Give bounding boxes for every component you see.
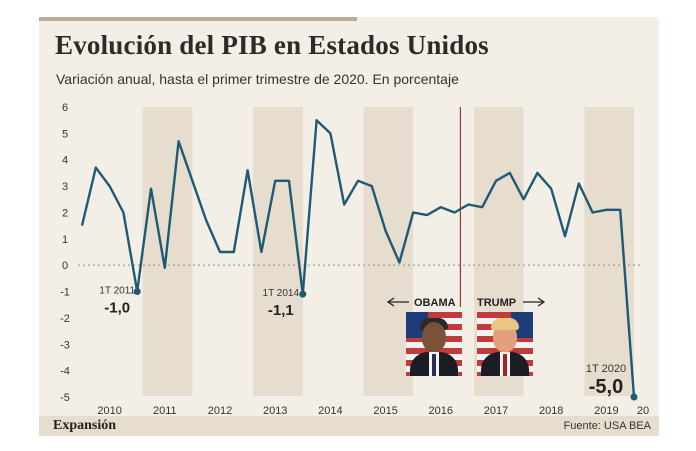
annotated-point (133, 288, 141, 296)
annotation-value: -1,1 (268, 302, 294, 319)
y-tick-label: -5 (60, 392, 70, 404)
annotated-point (299, 290, 307, 298)
chart-title: Evolución del PIB en Estados Unidos (55, 30, 489, 60)
x-tick-label: 2012 (208, 405, 232, 416)
y-tick-label: -3 (60, 339, 70, 351)
annotation-period: 1T 2011 (99, 286, 135, 297)
obama-photo (406, 312, 462, 376)
source-note: Fuente: USA BEA (563, 420, 651, 432)
left-arrow-icon (386, 297, 409, 307)
x-tick-label: 2013 (263, 405, 287, 416)
x-tick-label: 2011 (153, 405, 177, 416)
presidency-labels: OBAMA TRUMP (386, 297, 546, 309)
chart-subtitle: Variación anual, hasta el primer trimest… (56, 71, 459, 87)
annotation-value: -5,0 (589, 376, 623, 398)
y-tick-label: -4 (60, 366, 70, 378)
year-band (584, 107, 634, 396)
year-band (363, 107, 414, 396)
chart-panel: Evolución del PIB en Estados Unidos Vari… (39, 17, 659, 436)
x-tick-label: 2019 (594, 405, 618, 416)
annotated-point (630, 393, 638, 401)
annotation-value: -1,0 (104, 300, 130, 317)
top-accent-bar (39, 17, 357, 21)
y-tick-label: 5 (62, 128, 68, 140)
y-tick-label: 0 (62, 260, 68, 272)
trump-photo (477, 312, 533, 376)
y-tick-label: 3 (62, 181, 68, 193)
annotations: 1T 2011 -1,0 1T 2014 -1,1 1T 2020-5,0 (99, 286, 626, 398)
y-tick-label: 6 (62, 102, 68, 114)
trump-label: TRUMP (477, 297, 516, 309)
footer-bar: Expansión Fuente: USA BEA (39, 416, 659, 436)
y-tick-label: 1 (62, 234, 68, 246)
x-tick-label: 2015 (373, 405, 397, 416)
x-tick-label: 2010 (97, 405, 121, 416)
annotated-points (133, 288, 638, 401)
y-tick-label: 2 (62, 207, 68, 219)
x-tick-label: 2017 (484, 405, 508, 416)
obama-label: OBAMA (414, 297, 456, 309)
annotation-period: 1T 2014 (263, 288, 300, 299)
year-bands (142, 107, 634, 396)
y-tick-label: -1 (60, 287, 70, 299)
x-tick-label: 2018 (539, 405, 563, 416)
x-tick-label: 2014 (318, 405, 342, 416)
y-tick-label: -2 (60, 313, 70, 325)
annotation-period: 1T 2020 (586, 363, 626, 375)
y-axis: 6 5 4 3 2 1 0 -1 -2 -3 -4 -5 (60, 102, 643, 404)
y-tick-label: 4 (62, 155, 68, 167)
x-tick-label: 2016 (429, 405, 453, 416)
x-tick-label: 20 (637, 405, 649, 416)
brand-logo: Expansión (53, 418, 117, 433)
x-axis: 2010 2011 2012 2013 2014 2015 2016 2017 2018 2019… (97, 405, 649, 416)
right-arrow-icon (523, 297, 546, 307)
gdp-series-line (80, 119, 636, 398)
